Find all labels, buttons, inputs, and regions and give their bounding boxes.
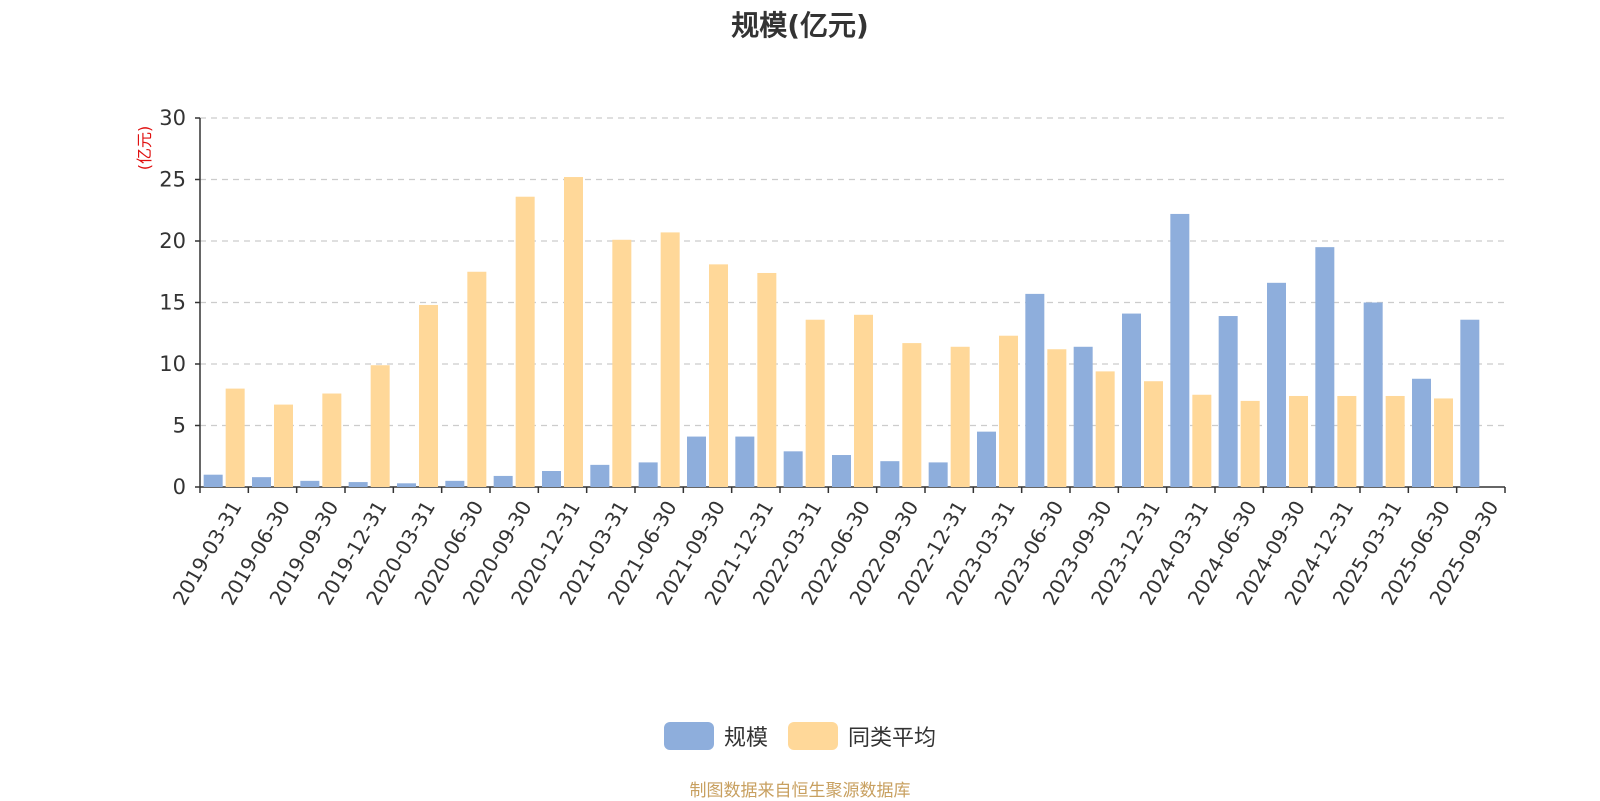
legend-item-peer-average[interactable]: 同类平均 — [788, 720, 936, 752]
bar-peer-average — [854, 314, 873, 487]
data-source-note: 制图数据来自恒生聚源数据库 — [689, 781, 911, 801]
bar-scale — [590, 464, 610, 487]
bar-peer-average — [1192, 394, 1212, 487]
bar-peer-average — [709, 264, 728, 487]
legend: 规模 同类平均 — [0, 720, 1600, 752]
bar-peer-average — [370, 365, 390, 487]
bar-scale — [493, 475, 513, 487]
bar-scale — [445, 480, 465, 487]
bar-scale — [542, 471, 561, 487]
bar-peer-average — [1289, 395, 1308, 487]
bar-peer-average — [950, 346, 970, 487]
bar-peer-average — [805, 319, 825, 487]
bar-scale — [203, 474, 223, 487]
legend-swatch-peer-average — [788, 722, 838, 750]
bar-peer-average — [757, 272, 777, 487]
bar-peer-average — [1337, 395, 1357, 487]
bar-scale — [735, 436, 755, 487]
bar-peer-average — [564, 177, 583, 488]
bar-peer-average — [467, 271, 487, 487]
y-tick-label: 20 — [159, 229, 186, 253]
y-tick-label: 5 — [173, 414, 186, 438]
bar-scale — [1267, 282, 1286, 487]
bar-peer-average — [612, 239, 632, 487]
bar-scale — [1363, 302, 1383, 487]
bar-peer-average — [515, 196, 535, 487]
bar-chart: 0510152025302019-03-312019-06-302019-09-… — [159, 106, 1506, 609]
bar-peer-average — [1434, 398, 1453, 487]
bar-scale — [1025, 293, 1045, 487]
bar-peer-average — [1240, 400, 1260, 487]
bar-peer-average — [1385, 395, 1405, 487]
bar-scale — [348, 482, 368, 487]
bar-scale — [1073, 346, 1093, 487]
bar-scale — [783, 451, 803, 487]
bar-peer-average — [274, 404, 293, 487]
bar-scale — [1315, 247, 1335, 487]
legend-label-scale: 规模 — [723, 726, 768, 751]
bar-scale — [1460, 319, 1480, 487]
bar-scale — [252, 477, 271, 487]
y-tick-label: 30 — [159, 106, 186, 130]
y-tick-label: 10 — [159, 352, 186, 376]
bar-scale — [687, 436, 706, 487]
y-tick-label: 0 — [173, 475, 186, 499]
bar-scale — [832, 455, 851, 487]
bar-scale — [880, 461, 900, 487]
bar-peer-average — [419, 304, 438, 487]
legend-item-scale[interactable]: 规模 — [663, 720, 768, 752]
bar-scale — [397, 483, 416, 487]
bar-scale — [1122, 313, 1141, 487]
legend-label-peer-average: 同类平均 — [848, 726, 937, 751]
bar-scale — [977, 431, 996, 487]
bar-peer-average — [225, 388, 245, 487]
legend-swatch-scale — [663, 722, 714, 750]
bar-peer-average — [999, 335, 1018, 487]
chart-title: 规模(亿元) — [731, 9, 869, 42]
bar-scale — [928, 462, 948, 487]
bar-scale — [1170, 213, 1190, 487]
bar-scale — [1218, 316, 1238, 487]
bar-peer-average — [322, 393, 342, 487]
bar-scale — [1412, 378, 1431, 487]
bar-peer-average — [902, 343, 922, 487]
bar-scale — [300, 480, 320, 487]
bar-peer-average — [1047, 349, 1067, 487]
y-tick-label: 15 — [159, 291, 186, 315]
bar-peer-average — [1095, 371, 1115, 487]
bar-scale — [638, 462, 658, 487]
bar-peer-average — [660, 232, 680, 487]
bar-peer-average — [1144, 381, 1163, 487]
y-tick-label: 25 — [159, 168, 186, 192]
